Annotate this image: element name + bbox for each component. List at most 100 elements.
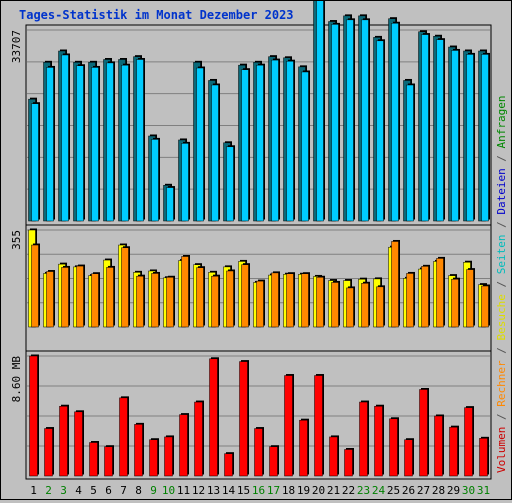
bar-rechner	[241, 264, 249, 328]
bar-dateien	[331, 24, 339, 222]
bar-rechner	[451, 278, 459, 328]
x-tick-label: 14	[222, 484, 236, 497]
legend-entry: /	[495, 215, 508, 235]
legend-entry: /	[495, 274, 508, 294]
bar-volumen	[179, 414, 188, 477]
bar-volumen	[269, 446, 278, 477]
bar-dateien	[421, 34, 429, 222]
bar-rechner	[166, 277, 174, 328]
bar-dateien	[361, 19, 369, 222]
legend-entry: /	[495, 148, 508, 168]
bar-dateien	[316, 0, 324, 222]
x-tick-label: 11	[177, 484, 190, 497]
legend-entry: /	[495, 407, 508, 427]
bar-rechner	[376, 286, 384, 328]
x-tick-label: 20	[312, 484, 325, 497]
x-tick-label: 27	[417, 484, 430, 497]
x-tick-label: 10	[162, 484, 175, 497]
x-tick-label: 18	[282, 484, 295, 497]
bar-volumen	[209, 358, 218, 477]
bar-volumen	[449, 426, 458, 477]
x-tick-label: 29	[447, 484, 460, 497]
x-tick-label: 16	[252, 484, 265, 497]
bar-dateien	[181, 143, 189, 222]
bar-rechner	[181, 256, 189, 328]
bar-volumen	[224, 453, 233, 477]
bar-volumen	[434, 415, 443, 477]
x-tick-label: 3	[60, 484, 67, 497]
bar-dateien	[226, 146, 234, 222]
x-tick-label: 24	[372, 484, 386, 497]
x-tick-label: 22	[342, 484, 355, 497]
legend-entry: Volumen	[495, 427, 508, 473]
bar-rechner	[31, 244, 39, 328]
bar-dateien	[271, 59, 279, 222]
bar-volumen	[404, 439, 413, 477]
legend-entry: Anfragen	[495, 95, 508, 148]
bar-volumen	[359, 401, 368, 477]
bar-dateien	[286, 60, 294, 222]
bar-rechner	[256, 280, 264, 328]
max-label-top: 33707	[10, 30, 23, 63]
bar-volumen	[419, 389, 428, 477]
bar-volumen	[254, 428, 263, 477]
bar-rechner	[106, 267, 114, 328]
bar-volumen	[104, 446, 113, 477]
legend-entry: Seiten	[495, 235, 508, 275]
bar-volumen	[119, 397, 128, 477]
bar-volumen	[164, 436, 173, 477]
bar-dateien	[391, 22, 399, 222]
x-tick-label: 12	[192, 484, 205, 497]
bar-volumen	[59, 405, 68, 477]
bar-rechner	[211, 275, 219, 328]
bar-rechner	[316, 277, 324, 328]
x-tick-label: 9	[150, 484, 157, 497]
bar-volumen	[314, 375, 323, 477]
bar-rechner	[286, 273, 294, 328]
bar-volumen	[74, 411, 83, 477]
bar-volumen	[89, 442, 98, 477]
x-tick-label: 19	[297, 484, 310, 497]
bar-dateien	[481, 54, 489, 222]
bar-volumen	[464, 407, 473, 477]
bar-rechner	[91, 273, 99, 328]
bar-rechner	[346, 287, 354, 328]
bar-volumen	[149, 439, 158, 477]
bar-dateien	[61, 54, 69, 222]
bar-dateien	[451, 50, 459, 222]
bar-rechner	[481, 285, 489, 328]
bar-rechner	[361, 283, 369, 328]
bar-rechner	[121, 247, 129, 328]
bar-rechner	[196, 267, 204, 328]
bar-dateien	[196, 67, 204, 222]
bar-rechner	[151, 273, 159, 328]
bar-volumen	[479, 438, 488, 477]
x-tick-label: 25	[387, 484, 400, 497]
bar-dateien	[46, 67, 54, 222]
bar-dateien	[301, 71, 309, 222]
bar-volumen	[239, 361, 248, 477]
bar-rechner	[226, 270, 234, 328]
bar-volumen	[134, 424, 143, 477]
bar-rechner	[46, 271, 54, 328]
max-label-middle: 355	[10, 230, 23, 250]
bar-dateien	[151, 139, 159, 222]
bar-volumen	[344, 449, 353, 477]
bar-dateien	[121, 64, 129, 222]
bar-rechner	[436, 258, 444, 328]
bar-rechner	[61, 267, 69, 328]
bar-volumen	[329, 436, 338, 477]
bar-dateien	[76, 65, 84, 222]
bar-rechner	[421, 266, 429, 328]
x-tick-label: 31	[477, 484, 490, 497]
bar-dateien	[376, 40, 384, 222]
bar-dateien	[211, 84, 219, 222]
x-tick-label: 30	[462, 484, 475, 497]
legend-entry: Rechner	[495, 360, 508, 407]
bar-dateien	[346, 19, 354, 222]
right-legend: Volumen / Rechner / Besuche / Seiten / D…	[495, 95, 508, 473]
chart-title: Tages-Statistik im Monat Dezember 2023	[19, 8, 294, 22]
bar-volumen	[194, 401, 203, 477]
x-tick-label: 23	[357, 484, 370, 497]
